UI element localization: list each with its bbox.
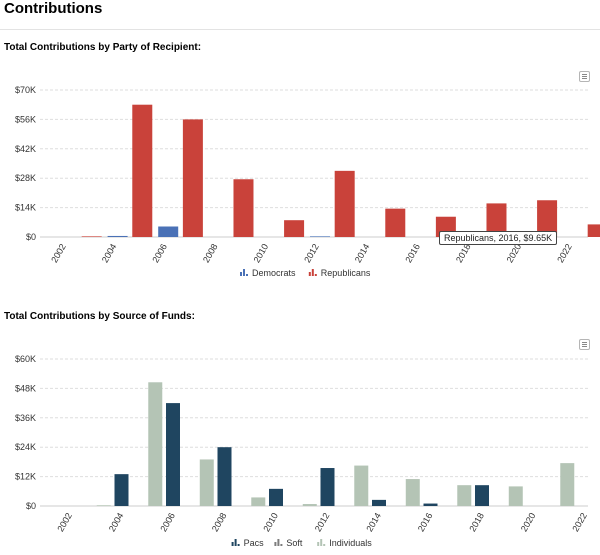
y-tick-label: $56K — [15, 114, 36, 124]
bar-chart-icon — [231, 539, 240, 546]
x-tick-label: 2016 — [416, 511, 435, 533]
y-tick-label: $0 — [26, 232, 36, 242]
bar-republicans-2014[interactable] — [385, 208, 406, 237]
bar-chart-icon — [240, 269, 248, 276]
x-tick-label: 2022 — [555, 242, 574, 264]
x-tick-label: 2020 — [519, 511, 538, 533]
x-tick-label: 2014 — [353, 242, 372, 264]
bar-republicans-2012[interactable] — [334, 170, 355, 237]
bar-individuals-2006[interactable] — [199, 459, 214, 506]
source-chart-title: Total Contributions by Source of Funds: — [4, 311, 195, 322]
y-tick-label: $48K — [15, 383, 36, 393]
title-divider — [0, 29, 600, 30]
x-tick-label: 2008 — [201, 242, 220, 264]
x-tick-label: 2006 — [158, 511, 177, 533]
y-tick-label: $28K — [15, 173, 36, 183]
x-tick-label: 2006 — [150, 242, 169, 264]
bar-republicans-2022[interactable] — [587, 224, 600, 237]
chart-tooltip: Republicans, 2016, $9.65K — [439, 231, 558, 245]
bar-republicans-2002[interactable] — [81, 236, 102, 237]
x-tick-label: 2018 — [454, 242, 473, 264]
bar-individuals-2020[interactable] — [560, 463, 575, 506]
bar-pacs-2004[interactable] — [114, 474, 129, 506]
party-chart-menu-icon[interactable] — [579, 71, 590, 82]
bar-democrats-2004[interactable] — [107, 235, 128, 237]
y-tick-label: $12K — [15, 472, 36, 482]
page-title: Contributions — [4, 0, 103, 17]
y-tick-label: $42K — [15, 144, 36, 154]
party-chart-title: Total Contributions by Party of Recipien… — [4, 42, 202, 53]
bar-republicans-2010[interactable] — [284, 220, 305, 237]
legend-label: Republicans — [321, 268, 371, 278]
y-tick-label: $36K — [15, 413, 36, 423]
bar-pacs-2006[interactable] — [166, 403, 180, 506]
bar-individuals-2016[interactable] — [457, 485, 472, 506]
bar-republicans-2006[interactable] — [182, 119, 203, 237]
legend-item-democrats[interactable]: Democrats — [240, 268, 296, 278]
x-tick-label: 2020 — [505, 242, 524, 264]
x-tick-label: 2002 — [55, 511, 74, 533]
bar-democrats-2006[interactable] — [158, 226, 179, 238]
bar-republicans-2020[interactable] — [537, 200, 558, 237]
bar-chart-icon — [308, 269, 317, 276]
x-tick-label: 2004 — [100, 242, 119, 264]
x-tick-label: 2012 — [313, 511, 332, 533]
bar-chart-icon — [274, 539, 283, 546]
legend-item-soft[interactable]: Soft — [274, 538, 303, 548]
bar-chart-icon — [317, 539, 326, 546]
y-tick-label: $0 — [26, 501, 36, 511]
bar-republicans-2004[interactable] — [132, 104, 153, 237]
bar-republicans-2018[interactable] — [486, 203, 507, 237]
bar-pacs-2016[interactable] — [423, 503, 438, 506]
x-tick-label: 2010 — [261, 511, 280, 533]
bar-individuals-2008[interactable] — [251, 497, 266, 506]
bar-individuals-2002[interactable] — [96, 505, 111, 506]
y-tick-label: $70K — [15, 85, 36, 95]
source-contributions-chart: $0 $12K $24K $36K $48K $60K 2002 2004 2006 2008 20… — [15, 354, 589, 548]
y-tick-label: $24K — [15, 442, 36, 452]
legend-label: Individuals — [329, 538, 372, 548]
y-tick-label: $14K — [15, 203, 36, 213]
bar-pacs-2018[interactable] — [475, 485, 489, 506]
x-tick-label: 2016 — [403, 242, 422, 264]
legend-item-republicans[interactable]: Republicans — [308, 268, 371, 278]
legend-label: Democrats — [252, 268, 296, 278]
party-contributions-chart: $0 $14K $28K $42K $56K $70K 2002 2004 2006 2008 20… — [15, 85, 600, 278]
x-tick-label: 2010 — [252, 242, 271, 264]
legend-item-pacs[interactable]: Pacs — [231, 538, 265, 548]
bar-pacs-2012[interactable] — [320, 468, 335, 506]
x-tick-label: 2018 — [467, 511, 486, 533]
bar-individuals-2018[interactable] — [508, 486, 523, 506]
bar-democrats-2012[interactable] — [310, 236, 330, 237]
source-chart-menu-icon[interactable] — [579, 339, 590, 350]
bar-pacs-2010[interactable] — [269, 488, 283, 506]
legend-item-individuals[interactable]: Individuals — [317, 538, 372, 548]
legend-label: Pacs — [244, 538, 265, 548]
x-tick-label: 2022 — [570, 511, 589, 533]
x-tick-label: 2004 — [107, 511, 126, 533]
bar-individuals-2014[interactable] — [405, 479, 420, 506]
bar-republicans-2008[interactable] — [233, 179, 254, 237]
y-tick-label: $60K — [15, 354, 36, 364]
x-tick-label: 2012 — [302, 242, 321, 264]
bar-individuals-2010[interactable] — [302, 504, 317, 506]
bar-pacs-2014[interactable] — [372, 499, 386, 506]
legend-label: Soft — [286, 538, 303, 548]
x-tick-label: 2002 — [49, 242, 68, 264]
x-tick-label: 2008 — [210, 511, 229, 533]
bar-pacs-2008[interactable] — [217, 447, 232, 506]
bar-individuals-2004[interactable] — [148, 382, 163, 506]
x-tick-label: 2014 — [364, 511, 383, 533]
bar-individuals-2012[interactable] — [354, 465, 369, 506]
